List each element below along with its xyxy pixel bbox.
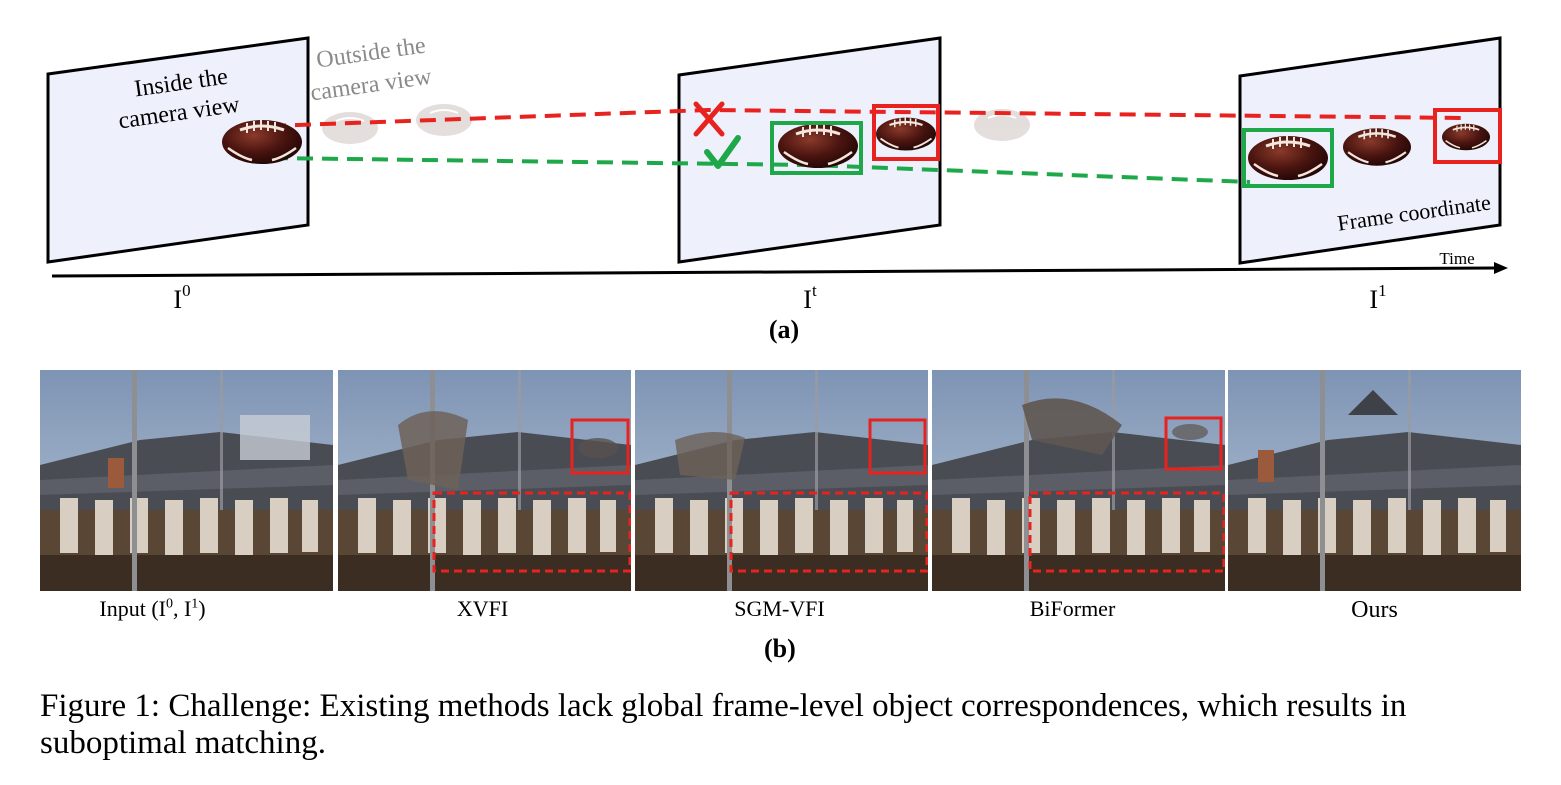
football-it-correct (776, 122, 860, 170)
method-label-biformer: BiFormer (1029, 596, 1116, 621)
thumb-input (40, 370, 333, 591)
cross-icon (693, 101, 725, 137)
football-i1-correct (1246, 134, 1330, 182)
football-i0 (220, 118, 304, 166)
frame-i0 (46, 36, 310, 264)
figure-caption: Figure 1: Challenge: Existing methods la… (40, 688, 1407, 761)
thumb-sgm-vfi (635, 370, 928, 591)
method-label-ours: Ours (1351, 597, 1398, 623)
time-label: Time (1439, 249, 1474, 268)
football-it-wrong (874, 116, 938, 152)
panel-a-caption: (a) (769, 315, 799, 344)
method-label-input: Input (I0, I1) (99, 596, 206, 621)
frame-label-i1: I1 (1369, 281, 1386, 314)
artifact-dashed-box (729, 491, 928, 573)
frame-label-i0: I0 (173, 281, 190, 314)
panel-b-caption: (b) (764, 634, 796, 663)
time-axis (51, 266, 1497, 278)
artifact-box (868, 418, 927, 475)
wrong-box-it (872, 104, 940, 161)
artifact-dashed-box (432, 491, 631, 573)
artifact-box (1164, 416, 1223, 471)
time-axis-arrowhead (1494, 262, 1508, 274)
panel-a-diagram: Inside the camera view Outside the camer… (46, 33, 1508, 344)
wrong-trajectory-line (269, 107, 1466, 128)
thumb-xvfi (338, 370, 631, 591)
wrong-box-i1 (1433, 108, 1502, 164)
method-label-xvfi: XVFI (456, 596, 509, 621)
correct-box-i1 (1242, 128, 1334, 188)
artifact-dashed-box (1028, 491, 1225, 573)
thumb-ours (1228, 370, 1521, 591)
frame-label-it: It (803, 281, 817, 314)
football-i1-wrong (1441, 122, 1491, 152)
check-icon (704, 135, 741, 169)
football-i1-mid (1341, 127, 1413, 167)
thumb-biformer (932, 370, 1225, 591)
correct-box-it (770, 121, 863, 175)
ghost-ball-1 (321, 111, 379, 145)
artifact-box (570, 418, 630, 475)
method-label-sgm-vfi: SGM-VFI (734, 596, 825, 621)
